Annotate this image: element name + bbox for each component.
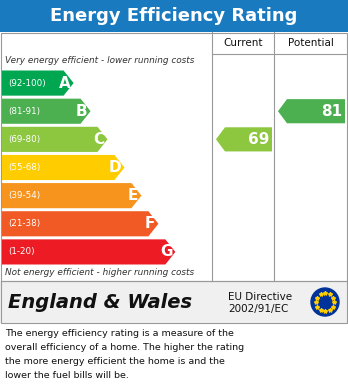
Polygon shape <box>2 211 158 236</box>
Text: F: F <box>145 216 156 231</box>
Bar <box>0 281 348 323</box>
Text: (81-91): (81-91) <box>8 107 40 116</box>
Text: (1-20): (1-20) <box>8 248 34 256</box>
Text: England & Wales: England & Wales <box>8 292 192 312</box>
Text: The energy efficiency rating is a measure of the: The energy efficiency rating is a measur… <box>5 329 234 338</box>
Text: Current: Current <box>223 38 263 48</box>
Text: G: G <box>160 244 172 260</box>
Text: 81: 81 <box>321 104 342 119</box>
Polygon shape <box>278 99 345 123</box>
Polygon shape <box>216 127 272 151</box>
Text: Not energy efficient - higher running costs: Not energy efficient - higher running co… <box>5 268 194 277</box>
Text: C: C <box>93 132 104 147</box>
Polygon shape <box>2 239 175 264</box>
Polygon shape <box>2 155 125 180</box>
Text: B: B <box>76 104 88 119</box>
Text: D: D <box>109 160 121 175</box>
Text: the more energy efficient the home is and the: the more energy efficient the home is an… <box>5 357 225 366</box>
Polygon shape <box>2 183 141 208</box>
Text: Very energy efficient - lower running costs: Very energy efficient - lower running co… <box>5 56 195 65</box>
Text: (92-100): (92-100) <box>8 79 46 88</box>
Polygon shape <box>2 127 108 152</box>
Text: EU Directive: EU Directive <box>228 292 292 302</box>
Text: A: A <box>59 75 71 91</box>
Text: (55-68): (55-68) <box>8 163 40 172</box>
Polygon shape <box>2 99 90 124</box>
Bar <box>0 0 348 32</box>
Text: E: E <box>128 188 139 203</box>
Text: overall efficiency of a home. The higher the rating: overall efficiency of a home. The higher… <box>5 343 244 352</box>
Text: (21-38): (21-38) <box>8 219 40 228</box>
Bar <box>1 33 347 281</box>
Bar <box>1 281 347 323</box>
Circle shape <box>311 288 339 316</box>
Text: (39-54): (39-54) <box>8 191 40 200</box>
Text: Potential: Potential <box>287 38 333 48</box>
Polygon shape <box>2 70 73 96</box>
Text: Energy Efficiency Rating: Energy Efficiency Rating <box>50 7 298 25</box>
Text: (69-80): (69-80) <box>8 135 40 144</box>
Text: lower the fuel bills will be.: lower the fuel bills will be. <box>5 371 129 380</box>
Text: 2002/91/EC: 2002/91/EC <box>228 304 288 314</box>
Text: 69: 69 <box>248 132 269 147</box>
